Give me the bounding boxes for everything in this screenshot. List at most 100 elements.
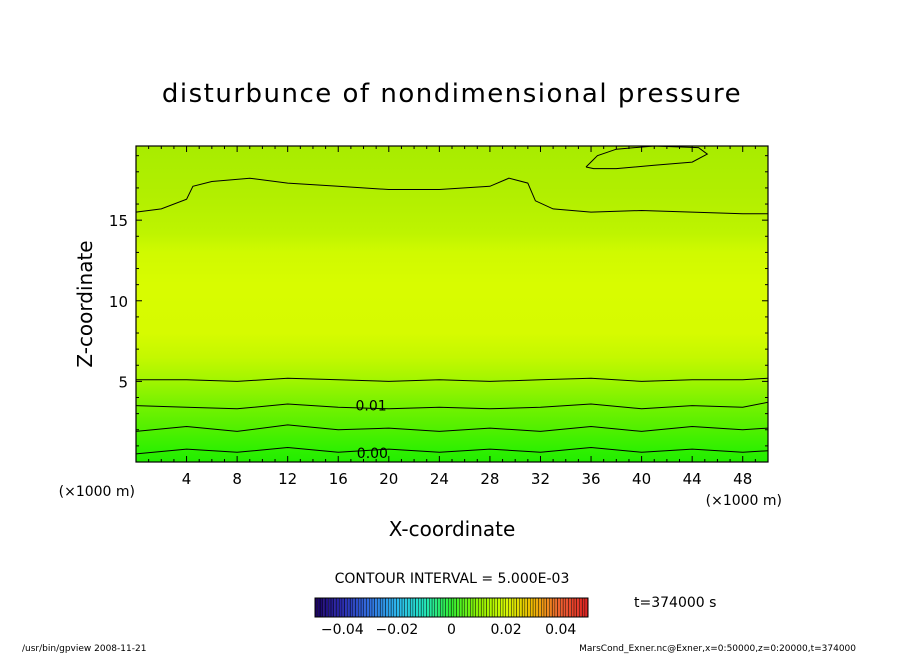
colorbar-stripe (579, 598, 583, 617)
x-tick-label: 16 (329, 470, 348, 488)
colorbar-stripe (500, 598, 504, 617)
colorbar-stripe (511, 598, 515, 617)
colorbar-stripe (353, 598, 356, 617)
x-axis-label: X-coordinate (389, 517, 516, 541)
colorbar-stripe (492, 598, 496, 617)
colorbar-stripe (440, 598, 444, 617)
colorbar-stripe (361, 598, 365, 617)
colorbar-stripe (465, 598, 468, 617)
colorbar-stripe (522, 598, 526, 617)
colorbar-stripe (503, 598, 507, 617)
colorbar-stripe (541, 598, 545, 617)
colorbar-stripe (345, 598, 348, 617)
colorbar-stripes (315, 598, 589, 617)
colorbar-stripe (315, 598, 318, 617)
colorbar-stripe (432, 598, 436, 617)
colorbar-stripe (544, 598, 548, 617)
colorbar-stripe (358, 598, 362, 617)
colorbar-stripe (424, 598, 427, 617)
y-tick-label: 5 (118, 373, 128, 391)
chart-title: disturbunce of nondimensional pressure (162, 79, 742, 109)
colorbar-tick-label: −0.02 (375, 622, 418, 638)
colorbar-stripe (394, 598, 397, 617)
colorbar-stripe (560, 598, 564, 617)
x-tick-label: 32 (531, 470, 550, 488)
colorbar-stripe (334, 598, 337, 617)
colorbar-stripe (473, 598, 477, 617)
pressure-field (136, 146, 768, 462)
colorbar-stripe (320, 598, 324, 617)
colorbar-stripe (459, 598, 463, 617)
y-axis-label: Z-coordinate (73, 240, 97, 367)
colorbar-stripe (555, 598, 558, 617)
colorbar-stripe (454, 598, 457, 617)
colorbar-stripe (328, 598, 332, 617)
colorbar-stripe (486, 598, 490, 617)
colorbar-stripe (336, 598, 340, 617)
colorbar-stripe (380, 598, 384, 617)
colorbar: −0.04 −0.02 0 0.02 0.04 (314, 597, 589, 638)
colorbar-stripe (536, 598, 539, 617)
colorbar-stripe (519, 598, 523, 617)
colorbar-stripe (577, 598, 580, 617)
x-tick-label: 28 (480, 470, 499, 488)
colorbar-stripe (484, 598, 487, 617)
contour-line-1 (136, 424, 768, 432)
colorbar-stripe (383, 598, 386, 617)
x-tick-label: 44 (683, 470, 702, 488)
colorbar-stripe (388, 598, 392, 617)
contour-line-4 (136, 177, 768, 215)
colorbar-tick-label: 0 (447, 622, 456, 638)
contour-line-5 (585, 146, 709, 170)
colorbar-stripe (533, 598, 537, 617)
colorbar-stripe (476, 598, 479, 617)
colorbar-stripe (355, 598, 359, 617)
y-tick-label: 15 (109, 212, 128, 230)
x-tick-label: 4 (182, 470, 192, 488)
colorbar-tick-label: 0.04 (545, 622, 576, 638)
x-unit-right: (×1000 m) (706, 493, 782, 509)
colorbar-stripe (506, 598, 509, 617)
colorbar-stripe (585, 598, 588, 617)
colorbar-frame (314, 597, 589, 618)
colorbar-stripe (339, 598, 343, 617)
colorbar-stripe (566, 598, 569, 617)
contour-lines (136, 146, 768, 455)
colorbar-stripe (448, 598, 452, 617)
colorbar-tick-label: −0.04 (321, 622, 364, 638)
colorbar-stripe (350, 598, 354, 617)
colorbar-stripe (446, 598, 449, 617)
colorbar-stripe (364, 598, 367, 617)
plot-area: 0.00 0.01 (135, 145, 769, 463)
colorbar-stripe (426, 598, 430, 617)
colorbar-stripe (517, 598, 520, 617)
colorbar-stripe (582, 598, 586, 617)
x-unit-left: (×1000 m) (59, 484, 135, 500)
colorbar-stripe (342, 598, 346, 617)
colorbar-stripe (489, 598, 493, 617)
colorbar-stripe (399, 598, 403, 617)
colorbar-stripe (470, 598, 474, 617)
colorbar-stripe (347, 598, 351, 617)
colorbar-stripe (538, 598, 542, 617)
colorbar-stripe (418, 598, 422, 617)
colorbar-stripe (451, 598, 455, 617)
colorbar-stripe (416, 598, 419, 617)
colorbar-stripe (402, 598, 406, 617)
colorbar-stripe (549, 598, 553, 617)
x-axis: 4 8 12 16 20 24 28 32 36 40 44 48 (135, 146, 769, 488)
colorbar-ticks: −0.04 −0.02 0 0.02 0.04 (321, 622, 577, 638)
colorbar-stripe (481, 598, 485, 617)
contour-interval: CONTOUR INTERVAL = 5.000E-03 (335, 571, 570, 587)
colorbar-stripe (478, 598, 482, 617)
colorbar-stripe (421, 598, 425, 617)
contour-line-2 (136, 401, 768, 410)
colorbar-stripe (508, 598, 512, 617)
time-label: t=374000 s (634, 595, 716, 611)
colorbar-stripe (405, 598, 408, 617)
colorbar-stripe (375, 598, 378, 617)
contour-label: 0.00 (357, 446, 388, 462)
colorbar-stripe (437, 598, 441, 617)
contour-line-3 (136, 377, 768, 382)
